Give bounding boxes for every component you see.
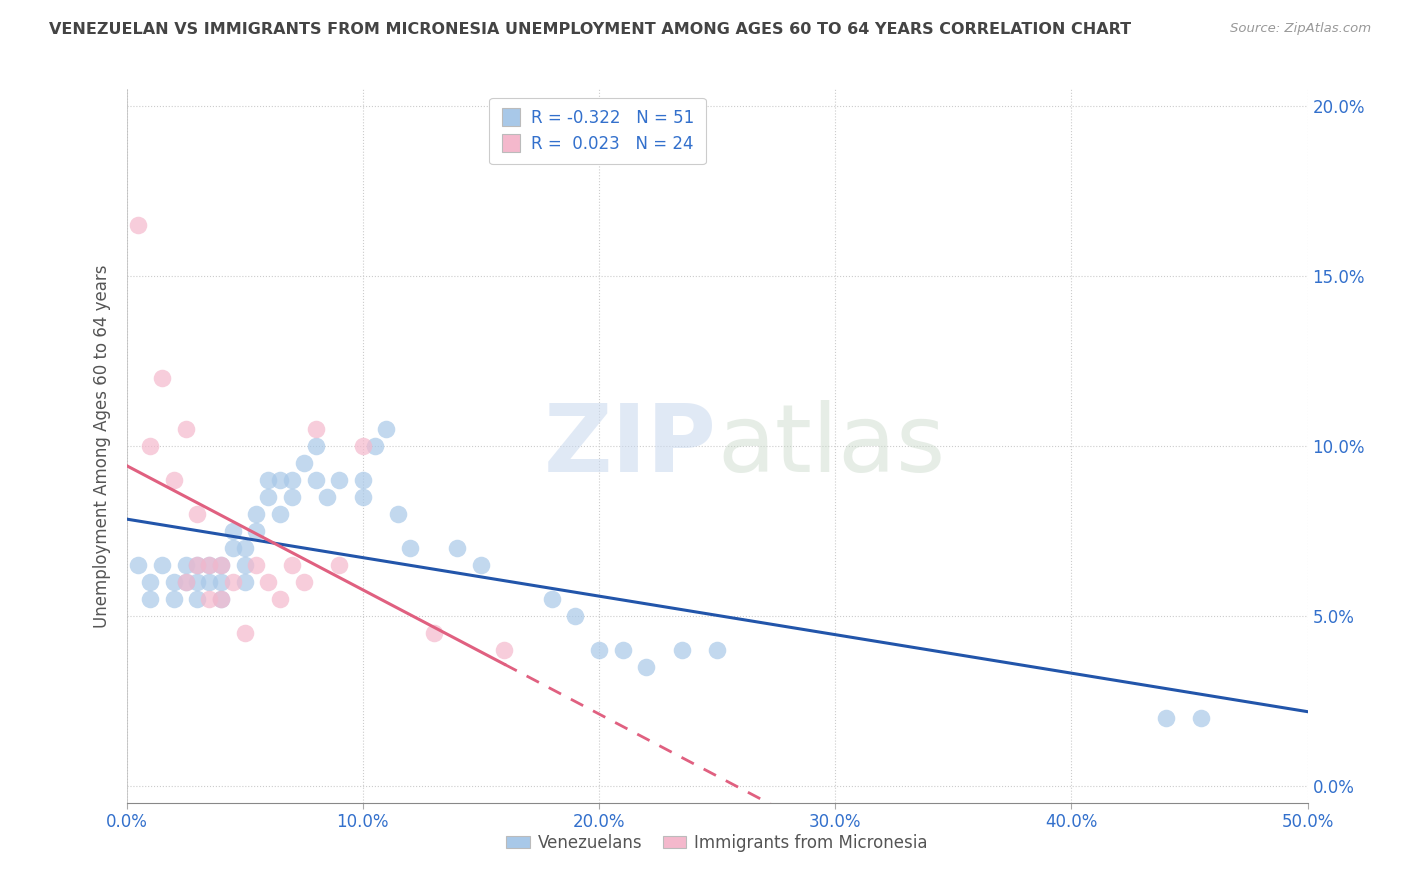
Point [257,490,280,504]
Point [494,643,516,657]
Point [257,574,280,589]
Point [292,456,315,470]
Point [446,541,468,555]
Point [174,574,197,589]
Point [222,541,245,555]
Point [163,473,186,487]
Point [233,541,256,555]
Point [375,422,398,436]
Point [174,558,197,572]
Point [269,473,291,487]
Point [163,591,186,606]
Point [281,473,304,487]
Point [174,574,197,589]
Point [706,643,728,657]
Point [139,574,162,589]
Point [281,490,304,504]
Y-axis label: Unemployment Among Ages 60 to 64 years: Unemployment Among Ages 60 to 64 years [93,264,111,628]
Legend: Venezuelans, Immigrants from Micronesia: Venezuelans, Immigrants from Micronesia [499,828,935,859]
Point [186,558,208,572]
Point [127,558,149,572]
Point [387,507,409,521]
Point [612,643,634,657]
Point [1154,711,1177,725]
Point [422,626,444,640]
Point [186,507,208,521]
Point [198,558,221,572]
Point [186,574,208,589]
Point [163,574,186,589]
Point [352,490,374,504]
Point [328,473,350,487]
Point [328,558,350,572]
Point [222,524,245,538]
Point [174,422,197,436]
Point [222,574,245,589]
Point [1189,711,1212,725]
Point [399,541,422,555]
Point [470,558,492,572]
Point [245,558,267,572]
Point [186,591,208,606]
Point [139,439,162,453]
Point [304,473,326,487]
Point [588,643,610,657]
Point [316,490,339,504]
Point [209,574,232,589]
Point [257,473,280,487]
Point [209,558,232,572]
Point [233,574,256,589]
Point [292,574,315,589]
Point [127,218,149,232]
Point [209,591,232,606]
Point [139,591,162,606]
Point [233,558,256,572]
Point [352,473,374,487]
Point [363,439,385,453]
Point [269,507,291,521]
Point [198,574,221,589]
Text: ZIP: ZIP [544,400,717,492]
Point [150,558,173,572]
Point [269,591,291,606]
Point [636,660,658,674]
Point [209,591,232,606]
Point [233,626,256,640]
Point [304,422,326,436]
Point [304,439,326,453]
Text: Source: ZipAtlas.com: Source: ZipAtlas.com [1230,22,1371,36]
Point [209,558,232,572]
Point [281,558,304,572]
Point [352,439,374,453]
Point [564,608,586,623]
Point [245,524,267,538]
Point [198,591,221,606]
Point [198,558,221,572]
Point [186,558,208,572]
Point [150,371,173,385]
Point [540,591,562,606]
Text: atlas: atlas [717,400,945,492]
Text: VENEZUELAN VS IMMIGRANTS FROM MICRONESIA UNEMPLOYMENT AMONG AGES 60 TO 64 YEARS : VENEZUELAN VS IMMIGRANTS FROM MICRONESIA… [49,22,1132,37]
Point [245,507,267,521]
Point [671,643,693,657]
